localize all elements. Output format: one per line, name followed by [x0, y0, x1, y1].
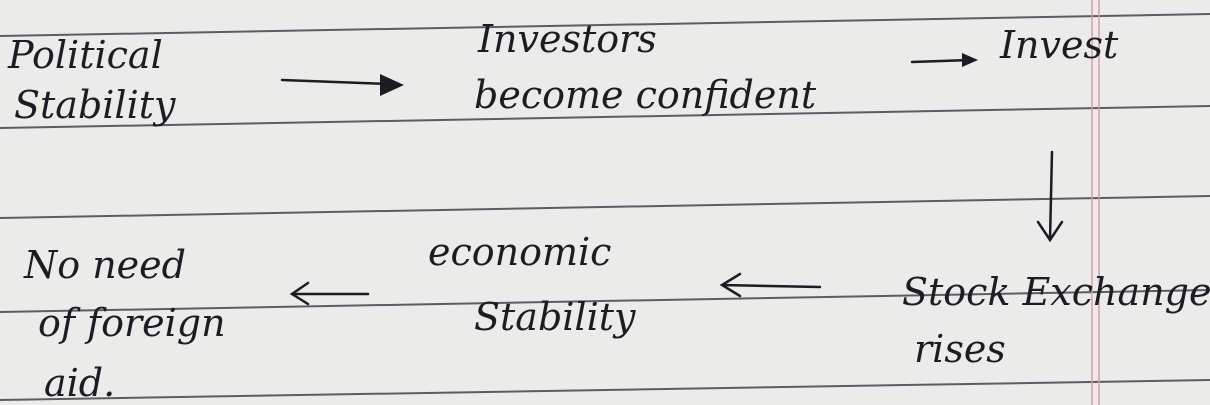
node-text: Stock Exchange: [902, 270, 1210, 314]
node-text: rises: [914, 327, 1006, 371]
node-text: of foreign: [38, 301, 226, 345]
page: {"nodes": [ {"lines": ["Political", "Sta…: [0, 0, 1210, 405]
node-text: No need: [23, 243, 186, 287]
node-text: Political: [7, 33, 163, 77]
node-text: Invest: [999, 23, 1119, 67]
notebook-page: Political Stability Investors become con…: [0, 0, 1210, 405]
node-text: Stability: [14, 83, 176, 127]
node-text: Investors: [477, 17, 657, 61]
node-text: economic: [428, 230, 611, 274]
node-text: become confident: [474, 73, 817, 117]
node-text: aid.: [44, 361, 115, 405]
node-text: Stability: [474, 295, 636, 339]
